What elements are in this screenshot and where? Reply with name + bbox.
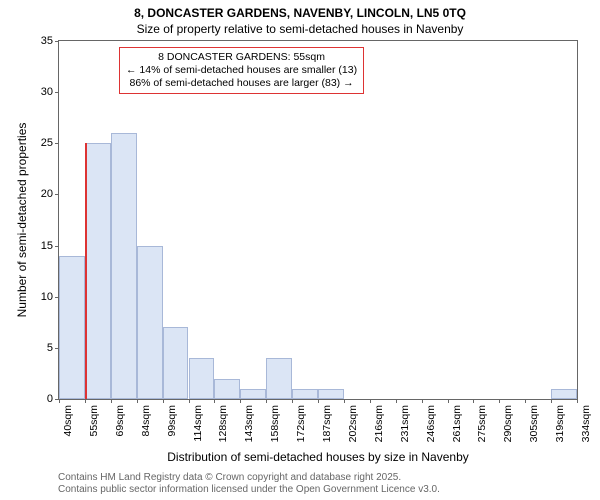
y-tick-mark <box>55 246 59 247</box>
x-tick-label: 334sqm <box>580 405 592 442</box>
histogram-bar <box>318 389 344 399</box>
histogram-bar <box>292 389 318 399</box>
x-tick-label: 69sqm <box>114 405 126 437</box>
histogram-bar <box>163 327 189 399</box>
x-tick-label: 319sqm <box>554 405 566 442</box>
x-tick-label: 202sqm <box>347 405 359 442</box>
x-tick-mark <box>344 399 345 403</box>
annotation-box: 8 DONCASTER GARDENS: 55sqm ← 14% of semi… <box>119 47 364 94</box>
histogram-bar <box>214 379 240 399</box>
histogram-bar <box>551 389 577 399</box>
x-tick-label: 261sqm <box>451 405 463 442</box>
histogram-bar <box>59 256 85 399</box>
title-line-2: Size of property relative to semi-detach… <box>0 22 600 36</box>
x-tick-label: 172sqm <box>295 405 307 442</box>
x-tick-label: 128sqm <box>217 405 229 442</box>
x-tick-label: 114sqm <box>192 405 204 442</box>
footer: Contains HM Land Registry data © Crown c… <box>58 472 578 496</box>
x-tick-label: 275sqm <box>476 405 488 442</box>
x-tick-mark <box>318 399 319 403</box>
x-tick-mark <box>448 399 449 403</box>
histogram-bar <box>137 246 163 399</box>
y-tick-mark <box>55 194 59 195</box>
x-tick-mark <box>551 399 552 403</box>
x-axis-label: Distribution of semi-detached houses by … <box>58 450 578 464</box>
x-tick-label: 55sqm <box>88 405 100 437</box>
x-tick-mark <box>370 399 371 403</box>
x-tick-mark <box>577 399 578 403</box>
plot-area: 0510152025303540sqm55sqm69sqm84sqm99sqm1… <box>58 40 578 400</box>
x-tick-mark <box>59 399 60 403</box>
x-tick-label: 99sqm <box>166 405 178 437</box>
x-tick-label: 216sqm <box>373 405 385 442</box>
x-tick-mark <box>499 399 500 403</box>
x-tick-mark <box>292 399 293 403</box>
histogram-bar <box>240 389 266 399</box>
x-tick-mark <box>85 399 86 403</box>
x-tick-label: 290sqm <box>502 405 514 442</box>
footer-line-1: Contains HM Land Registry data © Crown c… <box>58 472 578 484</box>
x-tick-mark <box>163 399 164 403</box>
x-tick-label: 231sqm <box>399 405 411 442</box>
x-tick-mark <box>137 399 138 403</box>
annotation-line-1: 8 DONCASTER GARDENS: 55sqm <box>126 51 357 64</box>
footer-line-2: Contains public sector information licen… <box>58 484 578 496</box>
x-tick-label: 187sqm <box>321 405 333 442</box>
x-tick-mark <box>266 399 267 403</box>
y-tick-mark <box>55 92 59 93</box>
x-tick-mark <box>396 399 397 403</box>
annotation-line-2: ← 14% of semi-detached houses are smalle… <box>126 64 357 77</box>
y-axis-label-container: Number of semi-detached properties <box>12 40 26 400</box>
y-axis-label: Number of semi-detached properties <box>15 90 29 350</box>
x-tick-mark <box>240 399 241 403</box>
x-tick-label: 40sqm <box>62 405 74 437</box>
x-tick-mark <box>422 399 423 403</box>
x-tick-mark <box>473 399 474 403</box>
x-tick-mark <box>111 399 112 403</box>
histogram-bar <box>111 133 137 399</box>
x-tick-label: 84sqm <box>140 405 152 437</box>
histogram-bar <box>85 143 111 399</box>
x-tick-mark <box>525 399 526 403</box>
y-tick-mark <box>55 41 59 42</box>
x-tick-label: 143sqm <box>243 405 255 442</box>
histogram-bar <box>266 358 292 399</box>
marker-line <box>85 143 87 399</box>
x-tick-label: 158sqm <box>269 405 281 442</box>
x-tick-label: 305sqm <box>528 405 540 442</box>
title-line-1: 8, DONCASTER GARDENS, NAVENBY, LINCOLN, … <box>0 6 600 20</box>
x-tick-mark <box>214 399 215 403</box>
histogram-bar <box>189 358 215 399</box>
x-tick-label: 246sqm <box>425 405 437 442</box>
x-tick-mark <box>189 399 190 403</box>
y-tick-mark <box>55 143 59 144</box>
annotation-line-3: 86% of semi-detached houses are larger (… <box>126 77 357 90</box>
chart-container: 8, DONCASTER GARDENS, NAVENBY, LINCOLN, … <box>0 0 600 500</box>
